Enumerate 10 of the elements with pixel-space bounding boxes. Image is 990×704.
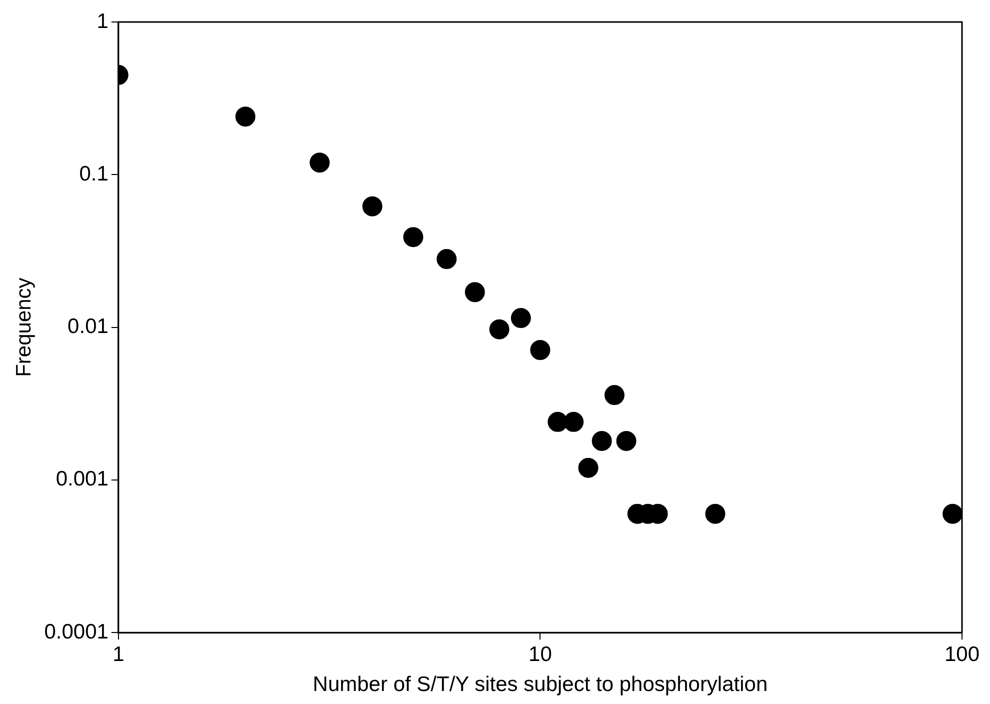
x-axis-title: Number of S/T/Y sites subject to phosphorylation [312,673,768,696]
y-tick-label: 0.001 [56,468,108,491]
x-tick-label: 1 [112,642,124,666]
y-tick-label: 0.01 [68,315,108,338]
x-tick-label: 100 [944,642,980,666]
y-axis-title: Frequency [12,277,36,377]
y-tick-label: 0.1 [79,162,108,186]
y-tick-label: 1 [96,10,108,33]
x-tick-label: 10 [528,642,552,666]
y-tick-label: 0.0001 [44,620,108,644]
